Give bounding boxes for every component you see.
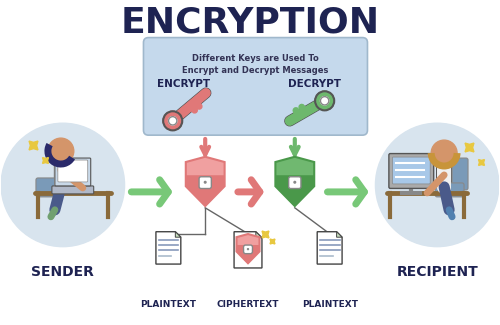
FancyBboxPatch shape xyxy=(144,38,368,135)
Polygon shape xyxy=(186,175,224,206)
Polygon shape xyxy=(276,175,314,206)
Circle shape xyxy=(431,140,457,166)
FancyBboxPatch shape xyxy=(392,157,430,184)
FancyBboxPatch shape xyxy=(36,178,60,197)
Text: ENCRYPT: ENCRYPT xyxy=(156,79,210,89)
Circle shape xyxy=(1,123,124,247)
FancyBboxPatch shape xyxy=(452,158,468,190)
Polygon shape xyxy=(317,232,342,264)
Circle shape xyxy=(48,138,74,164)
Text: PLAINTEXT: PLAINTEXT xyxy=(140,300,196,309)
Polygon shape xyxy=(336,232,342,237)
Circle shape xyxy=(315,91,334,110)
FancyBboxPatch shape xyxy=(435,183,464,197)
Text: DECRYPT: DECRYPT xyxy=(288,79,341,89)
Polygon shape xyxy=(186,157,224,206)
FancyBboxPatch shape xyxy=(389,154,434,188)
Text: Encrypt and Decrypt Messages: Encrypt and Decrypt Messages xyxy=(182,66,328,75)
Circle shape xyxy=(204,181,206,183)
Circle shape xyxy=(320,97,329,105)
FancyBboxPatch shape xyxy=(244,245,252,254)
Polygon shape xyxy=(276,157,314,206)
Text: ENCRYPTION: ENCRYPTION xyxy=(120,6,380,40)
FancyBboxPatch shape xyxy=(58,160,88,182)
Polygon shape xyxy=(236,234,260,263)
FancyBboxPatch shape xyxy=(288,177,301,188)
Text: PLAINTEXT: PLAINTEXT xyxy=(302,300,358,309)
FancyBboxPatch shape xyxy=(55,158,90,186)
Text: Different Keys are Used To: Different Keys are Used To xyxy=(192,54,318,63)
Text: SENDER: SENDER xyxy=(32,265,94,279)
Text: RECIPIENT: RECIPIENT xyxy=(396,265,478,279)
Text: CIPHERTEXT: CIPHERTEXT xyxy=(217,300,280,309)
Circle shape xyxy=(294,181,296,183)
FancyBboxPatch shape xyxy=(52,186,94,194)
Circle shape xyxy=(168,117,177,125)
Polygon shape xyxy=(176,232,181,237)
Circle shape xyxy=(376,123,499,247)
Circle shape xyxy=(163,111,182,130)
FancyBboxPatch shape xyxy=(199,177,211,188)
Polygon shape xyxy=(234,232,262,268)
Polygon shape xyxy=(236,245,260,263)
Polygon shape xyxy=(256,232,262,238)
Polygon shape xyxy=(156,232,181,264)
